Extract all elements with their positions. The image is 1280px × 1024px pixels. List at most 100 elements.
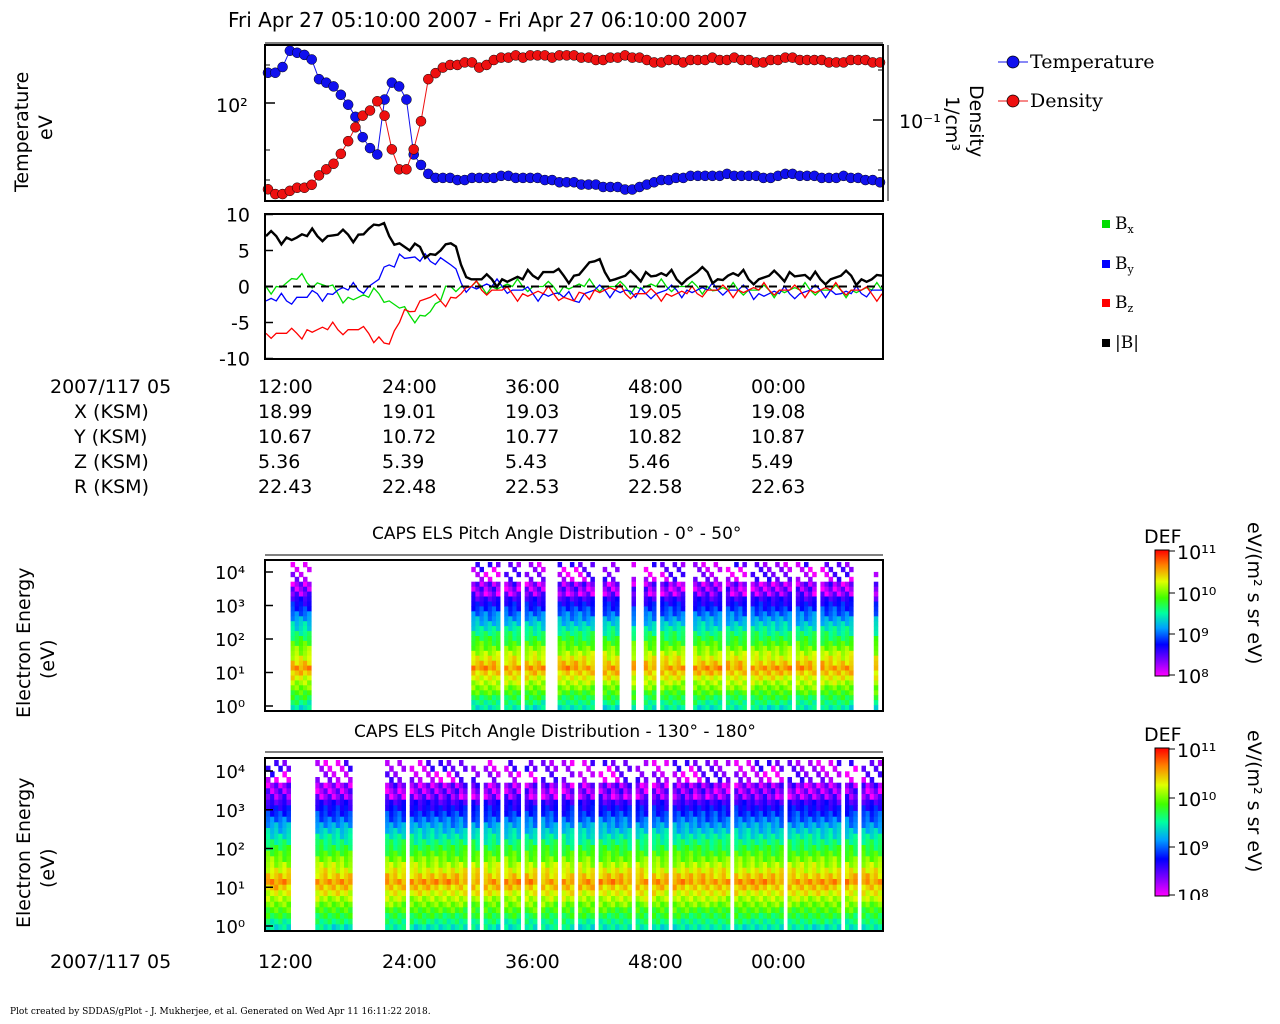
- spectrogram-cell: [491, 690, 497, 696]
- spectrogram-cell: [459, 907, 464, 914]
- spectrogram-cell: [491, 794, 497, 801]
- spectrogram-cell: [344, 884, 349, 891]
- spectrogram-cell: [643, 655, 649, 661]
- spectrogram-cell: [315, 896, 320, 903]
- spectrogram-cell: [713, 640, 719, 647]
- spectrogram-cell: [459, 918, 464, 925]
- spectrogram-cell: [820, 650, 825, 657]
- spectrogram-cell: [504, 794, 509, 801]
- spectrogram-cell: [656, 901, 661, 908]
- spectrogram-cell: [348, 884, 353, 891]
- spectrogram-cell: [266, 913, 271, 920]
- spectrogram-cell: [619, 833, 624, 840]
- spectrogram-cell: [557, 650, 563, 657]
- spectrogram-cell: [565, 833, 571, 840]
- spectrogram-cell: [430, 924, 435, 931]
- spectrogram-cell: [590, 782, 595, 789]
- spectrogram-cell: [828, 611, 834, 617]
- density-tick-label: 10⁻¹: [899, 111, 941, 133]
- orbit-value: 10.82: [628, 426, 683, 448]
- spectrogram-cell: [643, 811, 649, 818]
- spectrogram-cell: [578, 616, 583, 622]
- spectrogram-cell: [323, 816, 328, 823]
- spectrogram-cell: [590, 640, 595, 647]
- spectrogram-cell: [578, 562, 583, 568]
- spectrogram-cell: [701, 850, 706, 857]
- spectrogram-cell: [528, 636, 534, 642]
- spectrogram-cell: [849, 626, 854, 632]
- spectrogram-cell: [516, 890, 521, 897]
- spectrogram-cell: [664, 626, 669, 632]
- spectrogram-cell: [516, 596, 521, 602]
- spectrogram-cell: [647, 606, 653, 612]
- spectrogram-cell: [512, 591, 517, 597]
- spectrogram-cell: [385, 890, 390, 897]
- spectrogram-cell: [348, 890, 353, 897]
- spectrogram-cell: [611, 626, 616, 632]
- spectrogram-cell: [298, 616, 304, 622]
- spectrogram-cell: [754, 606, 760, 612]
- spectrogram-cell: [475, 611, 480, 617]
- spectrogram-cell: [586, 680, 591, 686]
- spectrogram-cell: [804, 675, 809, 681]
- spectrogram-cell: [701, 700, 706, 706]
- spectrogram-cell: [750, 845, 756, 852]
- spectrogram-cell: [319, 856, 324, 863]
- spectrogram-cell: [471, 788, 476, 795]
- spectrogram-cell: [586, 799, 591, 806]
- spectrogram-cell: [578, 621, 583, 627]
- spectrogram-cell: [676, 828, 682, 835]
- spectrogram-cell: [812, 700, 817, 706]
- spectrogram-cell: [294, 581, 300, 587]
- spectrogram-cell: [701, 782, 706, 789]
- spectrogram-cell: [475, 822, 480, 829]
- spectrogram-cell: [417, 913, 423, 920]
- spectrogram-cell: [348, 833, 353, 840]
- spectrogram-cell: [438, 924, 443, 931]
- spectrogram-cell: [578, 571, 583, 578]
- spectrogram-cell: [812, 680, 817, 686]
- spectrogram-cell: [709, 645, 714, 652]
- spectrogram-cell: [804, 631, 809, 637]
- spectrogram-cell: [430, 788, 435, 795]
- spectrogram-cell: [693, 576, 698, 583]
- spectrogram-cell: [516, 591, 521, 597]
- spectrogram-cell: [680, 675, 686, 681]
- spectrogram-cell: [323, 907, 328, 914]
- spectrogram-cell: [717, 924, 723, 931]
- spectrogram-cell: [319, 805, 324, 812]
- spectrogram-cell: [611, 695, 616, 701]
- spectrogram-cell: [734, 862, 739, 869]
- spectrogram-cell: [266, 924, 271, 931]
- spectrogram-cell: [315, 890, 320, 897]
- spectrogram-cell: [631, 621, 636, 627]
- spectrogram-cell: [303, 621, 308, 627]
- spectrogram-cell: [393, 884, 398, 891]
- spectrogram-cell: [475, 562, 480, 568]
- spectrogram-cell: [582, 631, 587, 637]
- spectrogram-cell: [832, 616, 838, 622]
- spectrogram-cell: [438, 862, 443, 869]
- spectrogram-cell: [824, 655, 829, 661]
- spectrogram-cell: [487, 805, 493, 812]
- spectrogram-cell: [286, 901, 291, 908]
- spectrogram-cell: [693, 621, 698, 627]
- spectrogram-cell: [454, 822, 460, 829]
- spectrogram-cell: [845, 621, 850, 627]
- spectrogram-cell: [442, 862, 448, 869]
- spectrogram-cell: [643, 828, 649, 835]
- spectrogram-cell: [463, 782, 468, 789]
- spectrogram-cell: [820, 591, 825, 597]
- spectrogram-cell: [331, 907, 337, 914]
- spectrogram-cell: [643, 645, 649, 652]
- spectrogram-cell: [606, 586, 612, 592]
- spectrogram-cell: [278, 850, 283, 857]
- spectrogram-cell: [779, 606, 784, 612]
- spectrogram-cell: [664, 650, 669, 657]
- spectrogram-cell: [282, 879, 287, 886]
- spectrogram-cell: [430, 822, 435, 829]
- spectrogram-cell: [401, 901, 406, 908]
- spectrogram-cell: [615, 839, 620, 846]
- spectrogram-cell: [717, 685, 723, 691]
- spectrogram-cell: [446, 839, 452, 846]
